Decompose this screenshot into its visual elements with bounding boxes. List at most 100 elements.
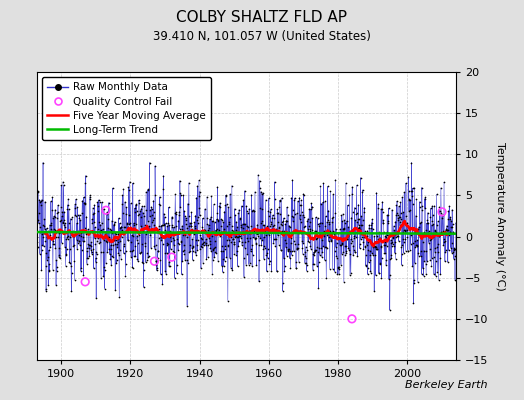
Point — [189, 244, 198, 250]
Point — [423, 230, 432, 236]
Point — [137, 205, 145, 212]
Point — [185, 249, 193, 256]
Point — [394, 212, 402, 218]
Point — [315, 252, 324, 258]
Point — [443, 227, 451, 234]
Point — [311, 247, 320, 253]
Point — [84, 254, 92, 261]
Point — [102, 228, 110, 235]
Point — [278, 219, 286, 226]
Point — [236, 215, 244, 221]
Point — [333, 271, 342, 277]
Point — [304, 215, 312, 222]
Point — [449, 221, 457, 228]
Point — [114, 231, 122, 237]
Point — [297, 230, 305, 236]
Point — [75, 232, 83, 238]
Point — [153, 265, 161, 272]
Point — [361, 244, 369, 250]
Point — [451, 220, 460, 226]
Point — [144, 187, 152, 193]
Point — [255, 278, 263, 285]
Point — [178, 222, 187, 229]
Point — [158, 241, 167, 247]
Point — [416, 234, 424, 240]
Point — [222, 192, 230, 199]
Point — [168, 224, 177, 230]
Point — [390, 250, 399, 256]
Point — [244, 238, 253, 245]
Point — [40, 226, 49, 232]
Point — [232, 227, 240, 234]
Point — [289, 238, 298, 244]
Point — [132, 202, 140, 208]
Point — [433, 241, 442, 248]
Point — [157, 237, 166, 243]
Point — [169, 230, 178, 236]
Point — [440, 236, 448, 243]
Point — [173, 236, 181, 242]
Point — [256, 204, 264, 211]
Point — [348, 229, 357, 236]
Point — [190, 224, 199, 231]
Point — [106, 256, 114, 262]
Point — [177, 237, 185, 244]
Point — [223, 237, 231, 243]
Point — [106, 242, 115, 248]
Point — [64, 220, 73, 226]
Point — [207, 248, 215, 254]
Point — [272, 236, 280, 242]
Point — [362, 252, 370, 258]
Point — [51, 245, 60, 251]
Point — [315, 245, 323, 251]
Point — [328, 219, 336, 225]
Point — [110, 236, 118, 243]
Point — [341, 243, 349, 250]
Point — [192, 194, 201, 201]
Point — [349, 252, 357, 258]
Point — [416, 203, 424, 210]
Point — [288, 252, 296, 258]
Point — [103, 248, 112, 255]
Point — [254, 172, 263, 178]
Point — [362, 234, 370, 240]
Point — [111, 240, 119, 247]
Point — [268, 215, 277, 221]
Point — [255, 242, 263, 248]
Point — [159, 221, 168, 227]
Point — [37, 198, 45, 204]
Y-axis label: Temperature Anomaly (°C): Temperature Anomaly (°C) — [495, 142, 505, 290]
Point — [300, 214, 308, 220]
Point — [156, 202, 164, 208]
Point — [108, 185, 117, 191]
Point — [45, 261, 53, 267]
Point — [128, 180, 137, 186]
Point — [215, 203, 224, 209]
Point — [97, 227, 105, 233]
Point — [350, 246, 358, 253]
Point — [421, 205, 429, 212]
Point — [431, 245, 440, 251]
Point — [95, 198, 104, 205]
Point — [326, 237, 335, 244]
Point — [262, 252, 270, 258]
Point — [273, 206, 281, 212]
Point — [189, 257, 197, 263]
Point — [359, 216, 367, 223]
Point — [152, 262, 160, 268]
Point — [413, 242, 422, 248]
Point — [61, 224, 70, 230]
Point — [391, 218, 399, 225]
Point — [141, 231, 150, 237]
Point — [53, 209, 62, 215]
Point — [351, 248, 359, 255]
Point — [296, 216, 304, 222]
Point — [400, 227, 409, 234]
Point — [261, 197, 270, 203]
Point — [433, 222, 441, 228]
Point — [89, 246, 97, 252]
Point — [334, 264, 343, 270]
Point — [136, 214, 145, 220]
Point — [405, 208, 413, 214]
Point — [319, 243, 328, 249]
